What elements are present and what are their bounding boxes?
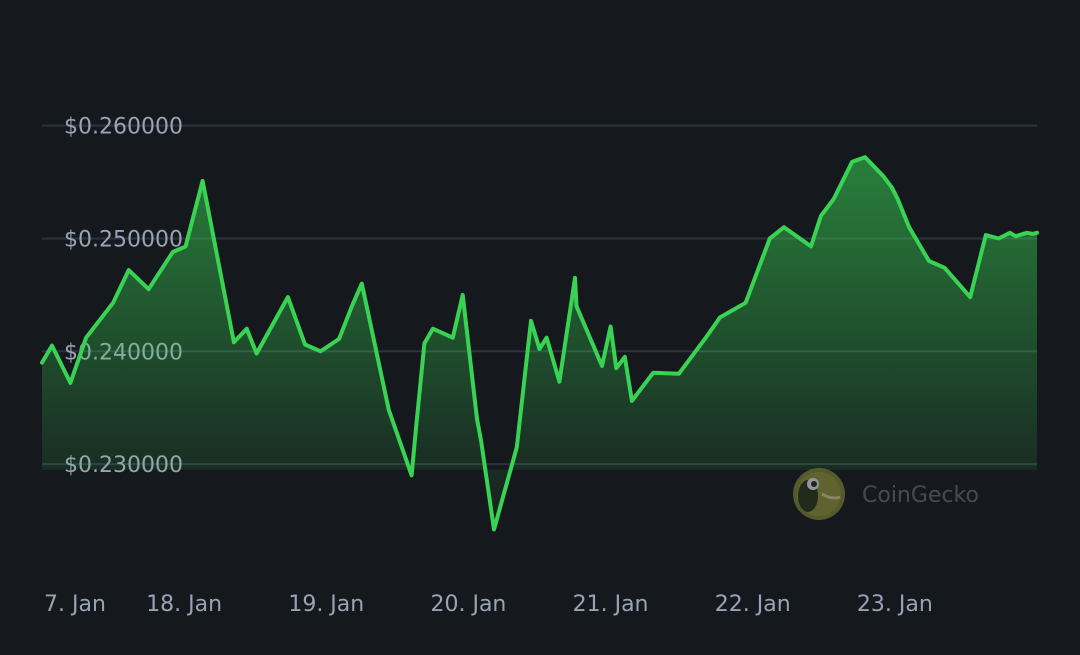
y-tick-label: $0.260000 bbox=[64, 115, 183, 140]
x-tick-label: 18. Jan bbox=[146, 592, 222, 617]
x-tick-label: 20. Jan bbox=[430, 592, 506, 617]
x-tick-label: 7. Jan bbox=[44, 592, 106, 617]
x-tick-label: 22. Jan bbox=[715, 592, 791, 617]
price-line bbox=[40, 155, 1039, 532]
x-tick-label: 21. Jan bbox=[573, 592, 649, 617]
x-tick-label: 19. Jan bbox=[288, 592, 364, 617]
coingecko-watermark: CoinGecko bbox=[793, 468, 979, 520]
y-tick-label: $0.250000 bbox=[64, 227, 183, 252]
coingecko-logo-icon bbox=[793, 468, 845, 520]
series-layer bbox=[40, 155, 1039, 532]
x-tick-label: 23. Jan bbox=[857, 592, 933, 617]
price-area-fill bbox=[42, 157, 1037, 530]
watermark-text: CoinGecko bbox=[862, 483, 979, 508]
x-axis-labels: 7. Jan 18. Jan 19. Jan 20. Jan 21. Jan 22. Ja… bbox=[44, 592, 933, 617]
